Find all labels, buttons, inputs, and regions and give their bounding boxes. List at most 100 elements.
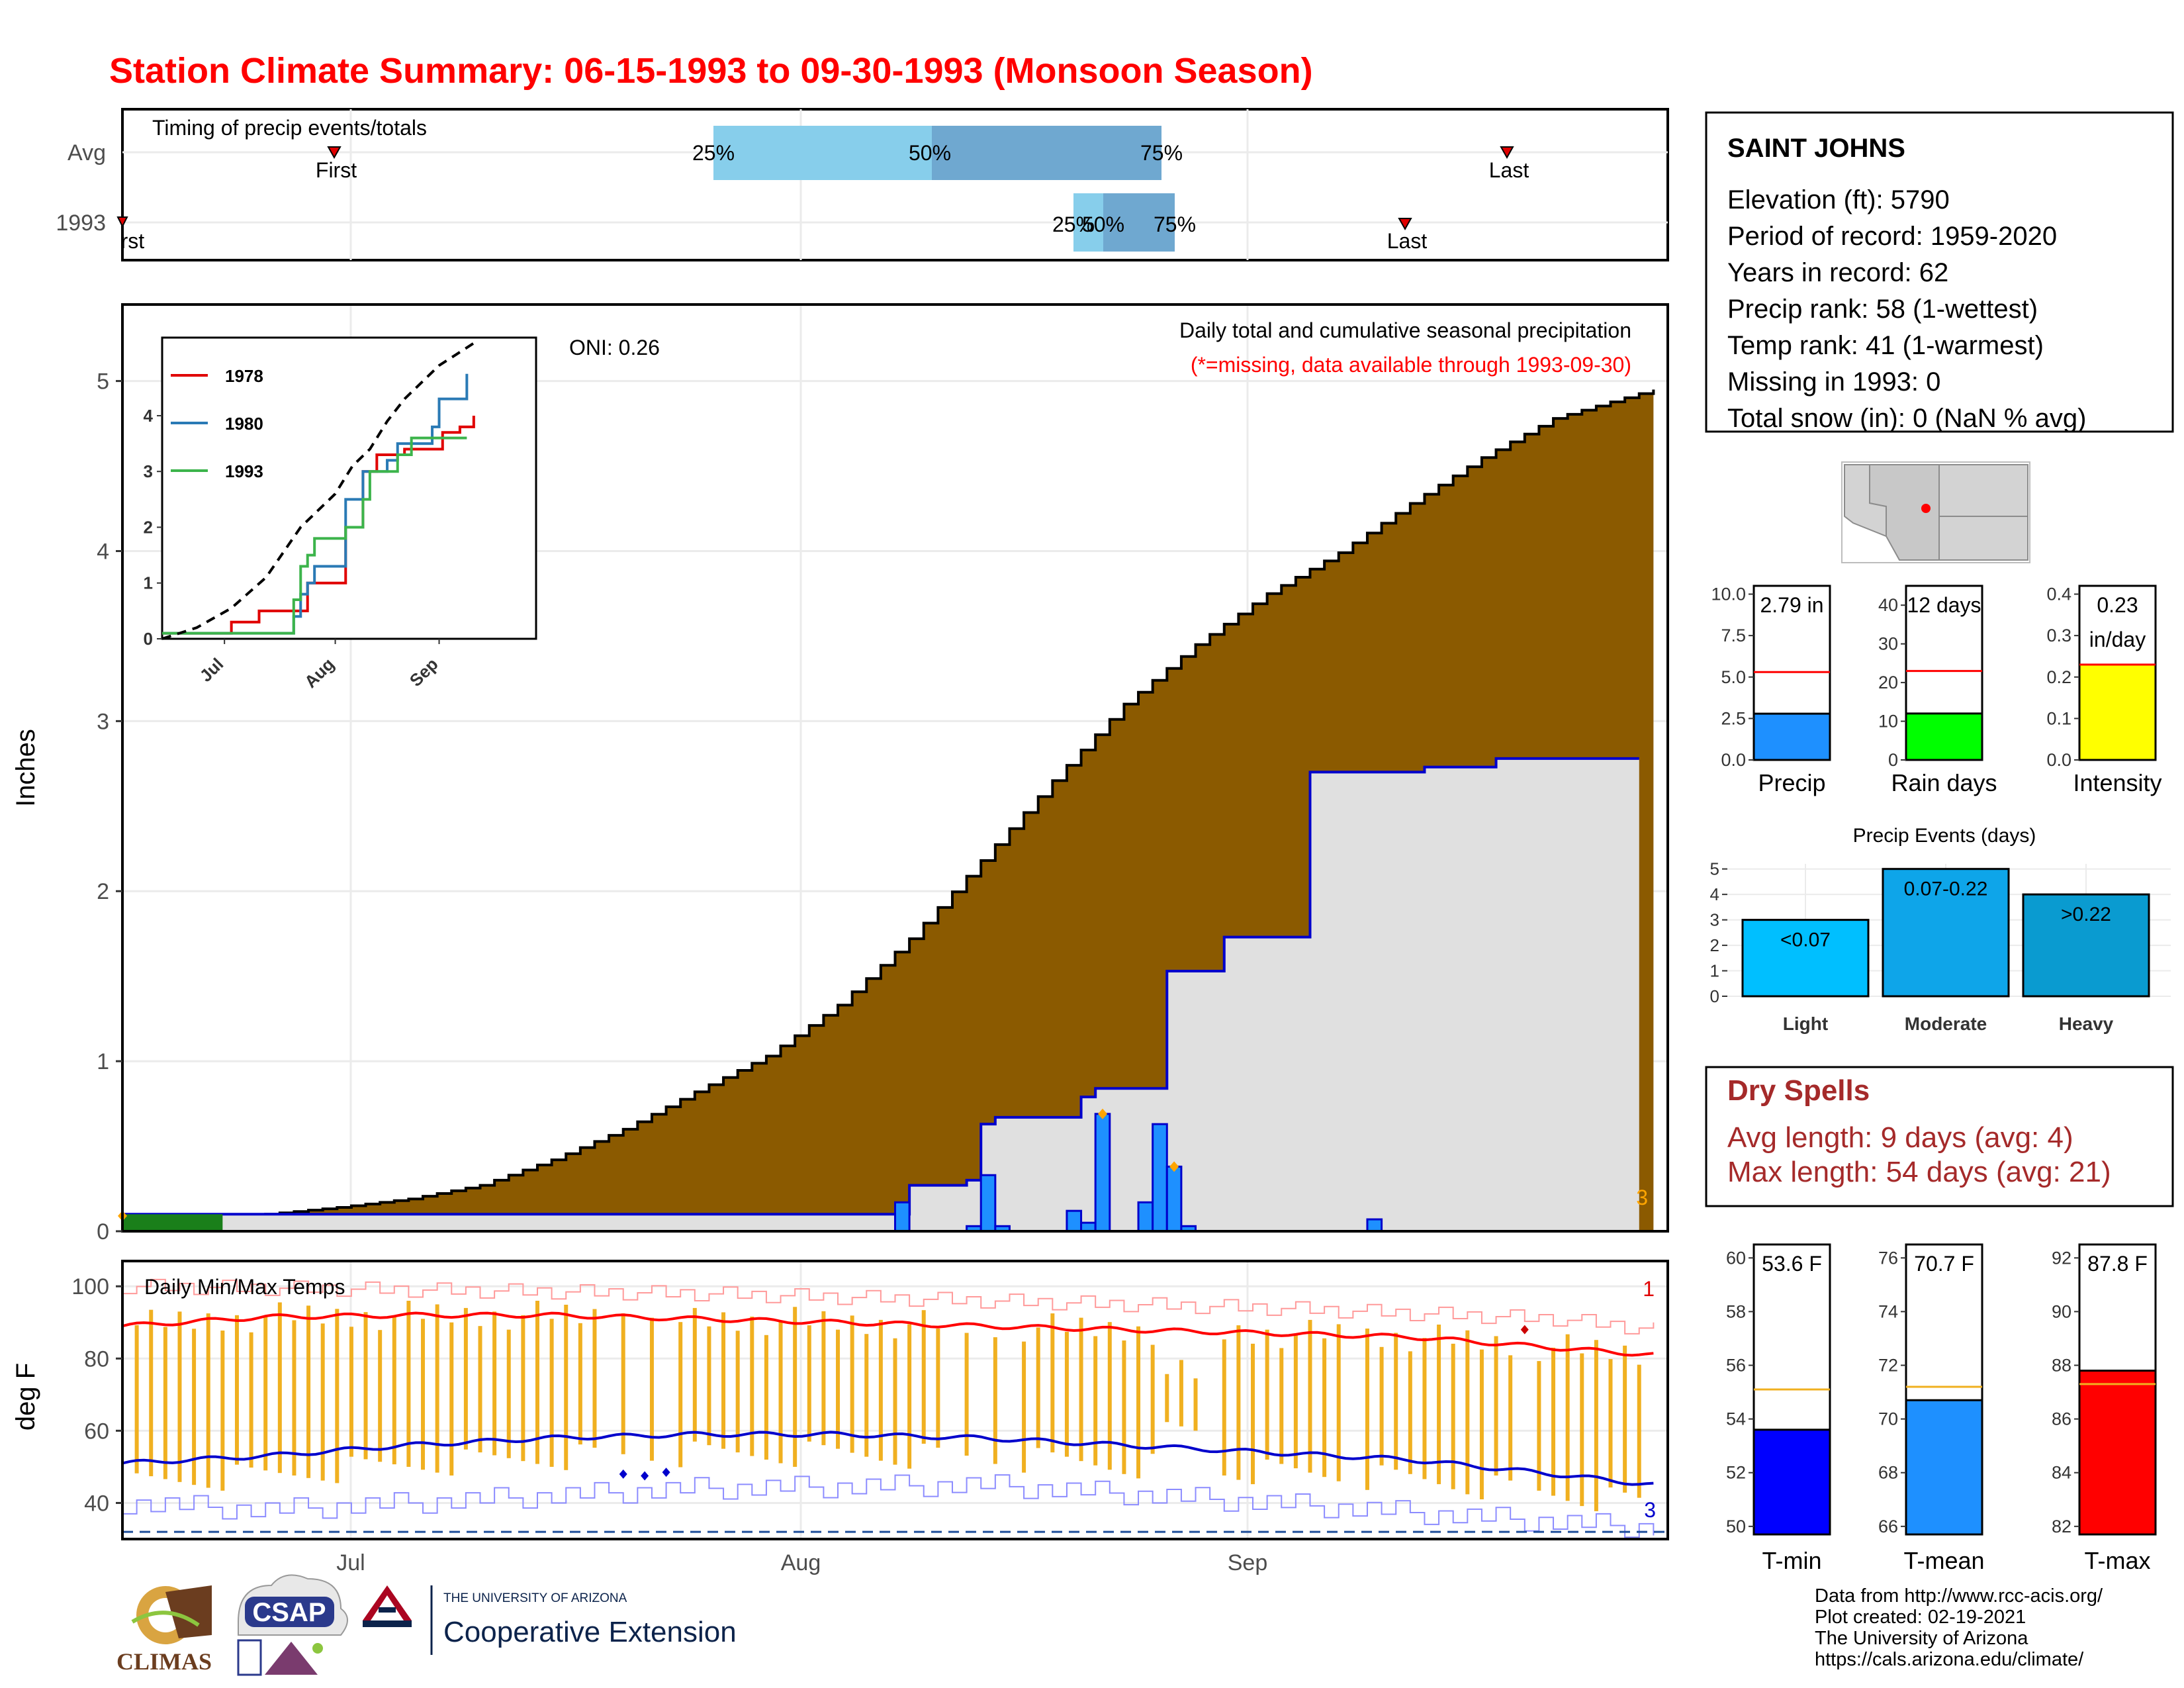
timing-row-1993: 1993 bbox=[56, 211, 106, 236]
daily-temp-bar bbox=[764, 1335, 768, 1460]
daily-temp-bar bbox=[793, 1307, 797, 1467]
y1993-25-50-bar bbox=[1073, 193, 1103, 252]
daily-temp-bar bbox=[1394, 1333, 1398, 1470]
daily-temp-bar bbox=[907, 1324, 912, 1469]
daily-temp-bar bbox=[406, 1301, 411, 1467]
daily-temp-bar bbox=[349, 1327, 353, 1457]
record-low-marker bbox=[662, 1468, 670, 1477]
daily-precip-bar bbox=[1366, 1218, 1383, 1233]
mini-intensity-ytick-label: 0.4 bbox=[2046, 585, 2071, 604]
mini-precip-total-value-bar bbox=[1752, 712, 1831, 761]
mini-precip-total: 0.0 2.5 5.0 7.5 10.0 2.79 in Precip bbox=[1711, 585, 1831, 796]
daily-temp-bar bbox=[177, 1311, 182, 1482]
mini-rain-days: 0 10 20 30 40 12 days Rain days bbox=[1878, 585, 1997, 796]
missing-marker bbox=[1169, 1161, 1179, 1172]
station-line-2: Period of record: 1959-2020 bbox=[1727, 222, 2057, 251]
avg-cumulative-line bbox=[122, 389, 1655, 1225]
climas-text: CLIMAS bbox=[116, 1648, 212, 1675]
daily-temp-bar bbox=[535, 1301, 539, 1464]
daily-temp-bar bbox=[506, 1329, 511, 1458]
mini-tmean-value-text: 70.7 F bbox=[1914, 1252, 1974, 1276]
events-bar-moderate bbox=[1882, 868, 2010, 998]
y1993-p25-label: 25% bbox=[1052, 212, 1095, 236]
daily-temp-bar bbox=[1594, 1340, 1598, 1511]
record-low-marker bbox=[619, 1469, 627, 1479]
avg-tmin-line bbox=[122, 1430, 1654, 1486]
daily-temp-bar bbox=[1222, 1339, 1226, 1476]
main-note-1: Daily total and cumulative seasonal prec… bbox=[1179, 318, 1631, 342]
daily-temp-bar bbox=[1179, 1360, 1183, 1427]
daily-temp-bar bbox=[807, 1325, 811, 1442]
daily-temp-bar bbox=[707, 1326, 711, 1446]
temp-tag-min: 3 bbox=[1644, 1498, 1656, 1522]
daily-temp-bar bbox=[363, 1312, 368, 1460]
daily-temp-bar bbox=[864, 1334, 869, 1457]
station-line-1: Elevation (ft): 5790 bbox=[1727, 185, 1950, 214]
mini-intensity-ytick-label: 0.3 bbox=[2046, 626, 2071, 645]
inset-legend-1978: 1978 bbox=[225, 366, 263, 386]
mini-rain-days-ytick-label: 0 bbox=[1888, 750, 1898, 770]
mini-tmean-ytick-label: 76 bbox=[1878, 1248, 1898, 1268]
events-bar-label: Moderate bbox=[1905, 1013, 1987, 1034]
daily-temp-bar bbox=[392, 1315, 396, 1465]
daily-temp-bar bbox=[1437, 1325, 1441, 1485]
station-line-5: Temp rank: 41 (1-warmest) bbox=[1727, 331, 2044, 360]
y1993-cumulative-line bbox=[122, 757, 1639, 1216]
daily-temp-bar bbox=[1565, 1334, 1570, 1501]
main-ytick-label: 4 bbox=[97, 539, 109, 564]
inset-frame bbox=[161, 336, 537, 640]
mini-precip-total-label: Precip bbox=[1758, 769, 1825, 796]
events-ytick-label: 4 bbox=[1710, 884, 1719, 904]
daily-precip-bar bbox=[1165, 1165, 1183, 1233]
events-bar-label: Heavy bbox=[2059, 1013, 2114, 1034]
xtick-aug: Aug bbox=[781, 1550, 821, 1575]
avg-first-marker bbox=[327, 146, 341, 160]
y1993-p50-label: 50% bbox=[1082, 212, 1124, 236]
timing-title: Timing of precip events/totals bbox=[152, 116, 427, 140]
mini-tmax-ytick-label: 88 bbox=[2052, 1356, 2071, 1376]
daily-temp-bar bbox=[1551, 1347, 1556, 1496]
daily-temp-bar bbox=[678, 1322, 683, 1468]
mini-tmax-ytick-label: 82 bbox=[2052, 1517, 2071, 1536]
events-ytick-label: 0 bbox=[1710, 986, 1719, 1006]
inset-series-1993 bbox=[162, 436, 467, 635]
daily-temp-bar bbox=[1150, 1344, 1155, 1454]
dry-line-2: Max length: 54 days (avg: 21) bbox=[1727, 1156, 2111, 1188]
inset-series-1980 bbox=[162, 373, 469, 635]
mini-precip-total-value-text: 2.79 in bbox=[1760, 593, 1823, 617]
temp-ytick-label: 60 bbox=[84, 1419, 109, 1444]
mini-intensity-ytick-label: 0.1 bbox=[2046, 708, 2071, 728]
daily-temp-bar bbox=[1064, 1331, 1069, 1457]
events-ytick-label: 2 bbox=[1710, 935, 1719, 955]
avg-last-label: Last bbox=[1489, 158, 1529, 182]
daily-temp-bar bbox=[1623, 1345, 1627, 1493]
inset-avg-line bbox=[161, 342, 475, 640]
daily-precip-bar bbox=[894, 1201, 911, 1233]
daily-temp-bar bbox=[1537, 1361, 1541, 1491]
mini-precip-total-ytick-label: 7.5 bbox=[1721, 626, 1746, 645]
daily-temp-bar bbox=[521, 1315, 525, 1462]
mini-tmean-ytick-label: 74 bbox=[1878, 1301, 1898, 1321]
temp-ytick-label: 40 bbox=[84, 1491, 109, 1516]
daily-temp-bar bbox=[893, 1338, 897, 1465]
daily-temp-bar bbox=[1637, 1364, 1641, 1498]
missing-marker bbox=[1097, 1108, 1107, 1119]
timing-row-avg: Avg bbox=[68, 140, 106, 165]
avg-first-label: First bbox=[316, 158, 357, 182]
precip-events-chart: Precip Events (days) <0.07 Light 0.07-0.22… bbox=[1710, 825, 2171, 1034]
mini-precip-total-ytick-label: 10.0 bbox=[1711, 585, 1746, 604]
mini-rain-days-label: Rain days bbox=[1891, 769, 1997, 796]
daily-temp-bar bbox=[1251, 1343, 1255, 1485]
early-green-area bbox=[122, 1214, 223, 1231]
record-max-line bbox=[122, 1278, 1655, 1335]
daily-temp-bar bbox=[735, 1331, 740, 1453]
xtick-jul: Jul bbox=[336, 1550, 365, 1575]
timing-panel: Timing of precip events/totals Avg 1993 … bbox=[56, 108, 1669, 261]
mini-tmin-ytick-label: 56 bbox=[1726, 1356, 1746, 1376]
avg-tmax-line bbox=[122, 1311, 1654, 1357]
daily-temp-bar bbox=[1193, 1378, 1198, 1431]
daily-temp-bar bbox=[1580, 1353, 1584, 1507]
daily-temp-bar bbox=[1122, 1340, 1126, 1474]
mini-tmean-value-bar bbox=[1905, 1399, 1983, 1536]
mini-tmax-value-bar bbox=[2078, 1370, 2157, 1536]
